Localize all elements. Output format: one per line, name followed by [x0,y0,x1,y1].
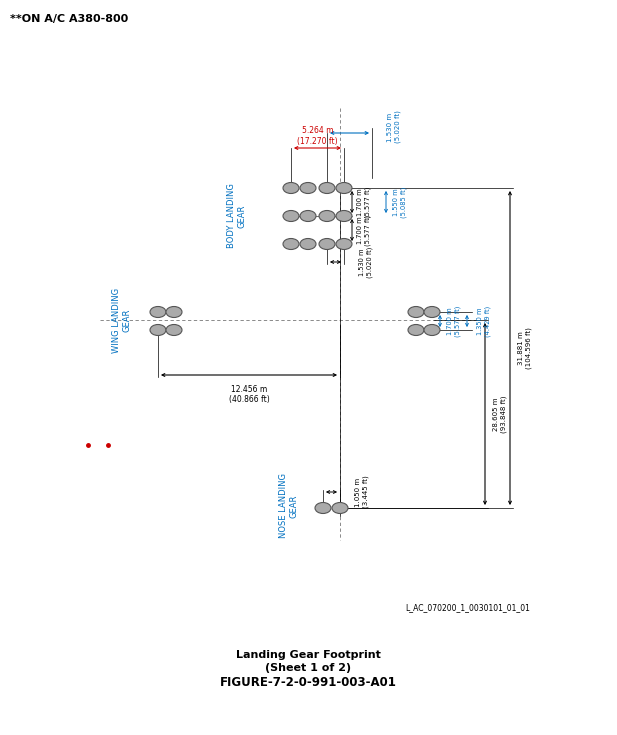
Ellipse shape [300,210,316,221]
Ellipse shape [315,503,331,514]
Text: 12.456 m
(40.866 ft): 12.456 m (40.866 ft) [229,385,270,404]
Text: L_AC_070200_1_0030101_01_01: L_AC_070200_1_0030101_01_01 [405,603,530,612]
Ellipse shape [424,306,440,318]
Text: NOSE LANDING
GEAR: NOSE LANDING GEAR [280,473,299,539]
Ellipse shape [336,182,352,193]
Text: 1.530 m
(5.020 ft): 1.530 m (5.020 ft) [387,110,401,143]
Text: **ON A/C A380-800: **ON A/C A380-800 [10,14,128,24]
Text: 1.700 m
(5.577 ft): 1.700 m (5.577 ft) [447,305,461,337]
Ellipse shape [319,210,335,221]
Text: 1.050 m
(3.445 ft): 1.050 m (3.445 ft) [355,476,369,509]
Text: Landing Gear Footprint: Landing Gear Footprint [236,650,381,660]
Ellipse shape [150,306,166,318]
Ellipse shape [300,182,316,193]
Ellipse shape [336,238,352,249]
Text: 31.881 m
(104.596 ft): 31.881 m (104.596 ft) [518,327,532,369]
Text: 1.550 m
(5.085 ft): 1.550 m (5.085 ft) [393,186,407,218]
Text: (Sheet 1 of 2): (Sheet 1 of 2) [265,663,351,673]
Text: 1.530 m
(5.020 ft): 1.530 m (5.020 ft) [359,246,373,278]
Ellipse shape [408,306,424,318]
Ellipse shape [283,182,299,193]
Text: 1.700 m
(5.577 ft): 1.700 m (5.577 ft) [357,186,371,218]
Ellipse shape [300,238,316,249]
Ellipse shape [150,324,166,335]
Text: 1.700 m
(5.577 ft): 1.700 m (5.577 ft) [357,215,371,245]
Ellipse shape [319,182,335,193]
Text: 1.350 m
(4.429 ft): 1.350 m (4.429 ft) [478,305,491,337]
Text: BODY LANDING
GEAR: BODY LANDING GEAR [227,184,247,248]
Ellipse shape [408,324,424,335]
Ellipse shape [283,210,299,221]
Ellipse shape [166,324,182,335]
Ellipse shape [336,210,352,221]
Ellipse shape [319,238,335,249]
Text: 28.605 m
(93.848 ft): 28.605 m (93.848 ft) [493,395,507,433]
Text: 5.264 m
(17.270 ft): 5.264 m (17.270 ft) [297,126,338,146]
Ellipse shape [166,306,182,318]
Text: FIGURE-7-2-0-991-003-A01: FIGURE-7-2-0-991-003-A01 [220,675,397,689]
Ellipse shape [332,503,348,514]
Text: WING LANDING
GEAR: WING LANDING GEAR [112,287,131,353]
Ellipse shape [424,324,440,335]
Ellipse shape [283,238,299,249]
